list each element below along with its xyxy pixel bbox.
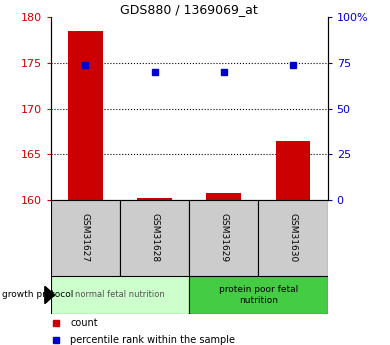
Bar bbox=[137, 198, 172, 200]
Text: GSM31627: GSM31627 bbox=[81, 214, 90, 263]
Bar bbox=[51, 276, 189, 314]
Text: protein poor fetal
nutrition: protein poor fetal nutrition bbox=[219, 285, 298, 305]
Text: GSM31628: GSM31628 bbox=[150, 214, 159, 263]
Text: GSM31629: GSM31629 bbox=[219, 214, 228, 263]
Text: GSM31630: GSM31630 bbox=[289, 214, 298, 263]
Text: count: count bbox=[70, 318, 98, 328]
Bar bbox=[68, 31, 103, 200]
Bar bbox=[206, 193, 241, 200]
Text: growth protocol: growth protocol bbox=[2, 290, 73, 299]
Bar bbox=[258, 200, 328, 276]
Bar bbox=[51, 200, 120, 276]
Bar bbox=[189, 200, 258, 276]
Bar bbox=[120, 200, 189, 276]
Bar bbox=[276, 141, 310, 200]
Bar bbox=[189, 276, 328, 314]
Title: GDS880 / 1369069_at: GDS880 / 1369069_at bbox=[120, 3, 258, 16]
Polygon shape bbox=[45, 286, 55, 304]
Text: normal fetal nutrition: normal fetal nutrition bbox=[75, 290, 165, 299]
Text: percentile rank within the sample: percentile rank within the sample bbox=[70, 335, 235, 345]
